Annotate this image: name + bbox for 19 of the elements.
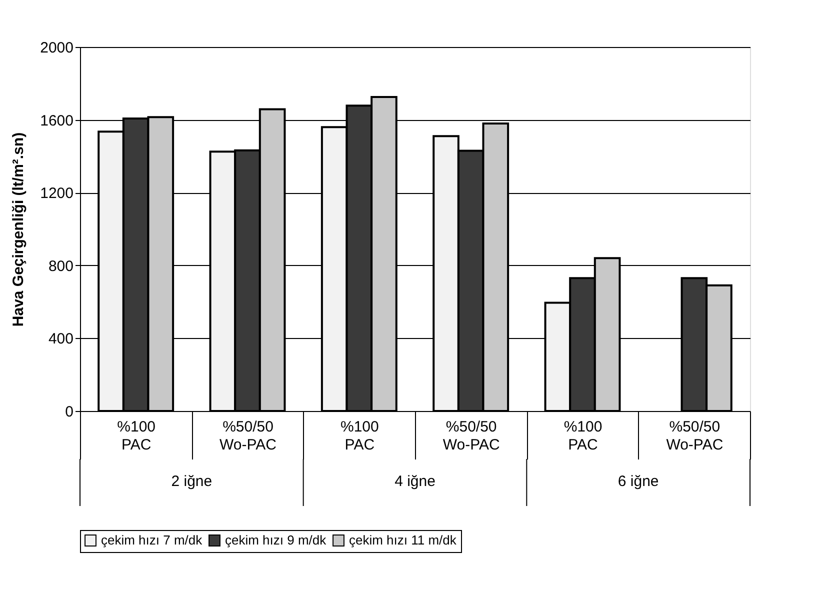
x-tick-label: %100 PAC <box>564 418 602 454</box>
text: 2 iğne <box>171 473 212 490</box>
text: 4 iğne <box>394 473 436 490</box>
y-tick-label: 800 <box>48 258 74 275</box>
x-tick-label: %100 PAC <box>117 418 156 454</box>
y-tick-label: 1600 <box>40 112 74 130</box>
x-tick-label: %100 PAC <box>340 418 379 454</box>
y-axis-title: Hava Geçirgenliği (lt/m².sn) <box>10 132 28 327</box>
y-tick-label: 1200 <box>40 185 74 202</box>
y-tick-label: 0 <box>65 404 74 420</box>
text: 6 iğne <box>618 473 659 490</box>
x-tick-label: %50/50 Wo-PAC <box>220 418 277 454</box>
legend-label: çekim hızı 7 m/dk <box>101 532 203 548</box>
y-tick-label: 2000 <box>40 40 74 56</box>
x-tick-label: %50/50 Wo-PAC <box>666 418 724 454</box>
y-tick-label: 400 <box>48 330 74 348</box>
legend-label: çekim hızı 9 m/dk <box>225 532 327 548</box>
legend-label: çekim hızı 11 m/dk <box>349 532 457 548</box>
x-tick-label: %50/50 Wo-PAC <box>442 418 500 454</box>
